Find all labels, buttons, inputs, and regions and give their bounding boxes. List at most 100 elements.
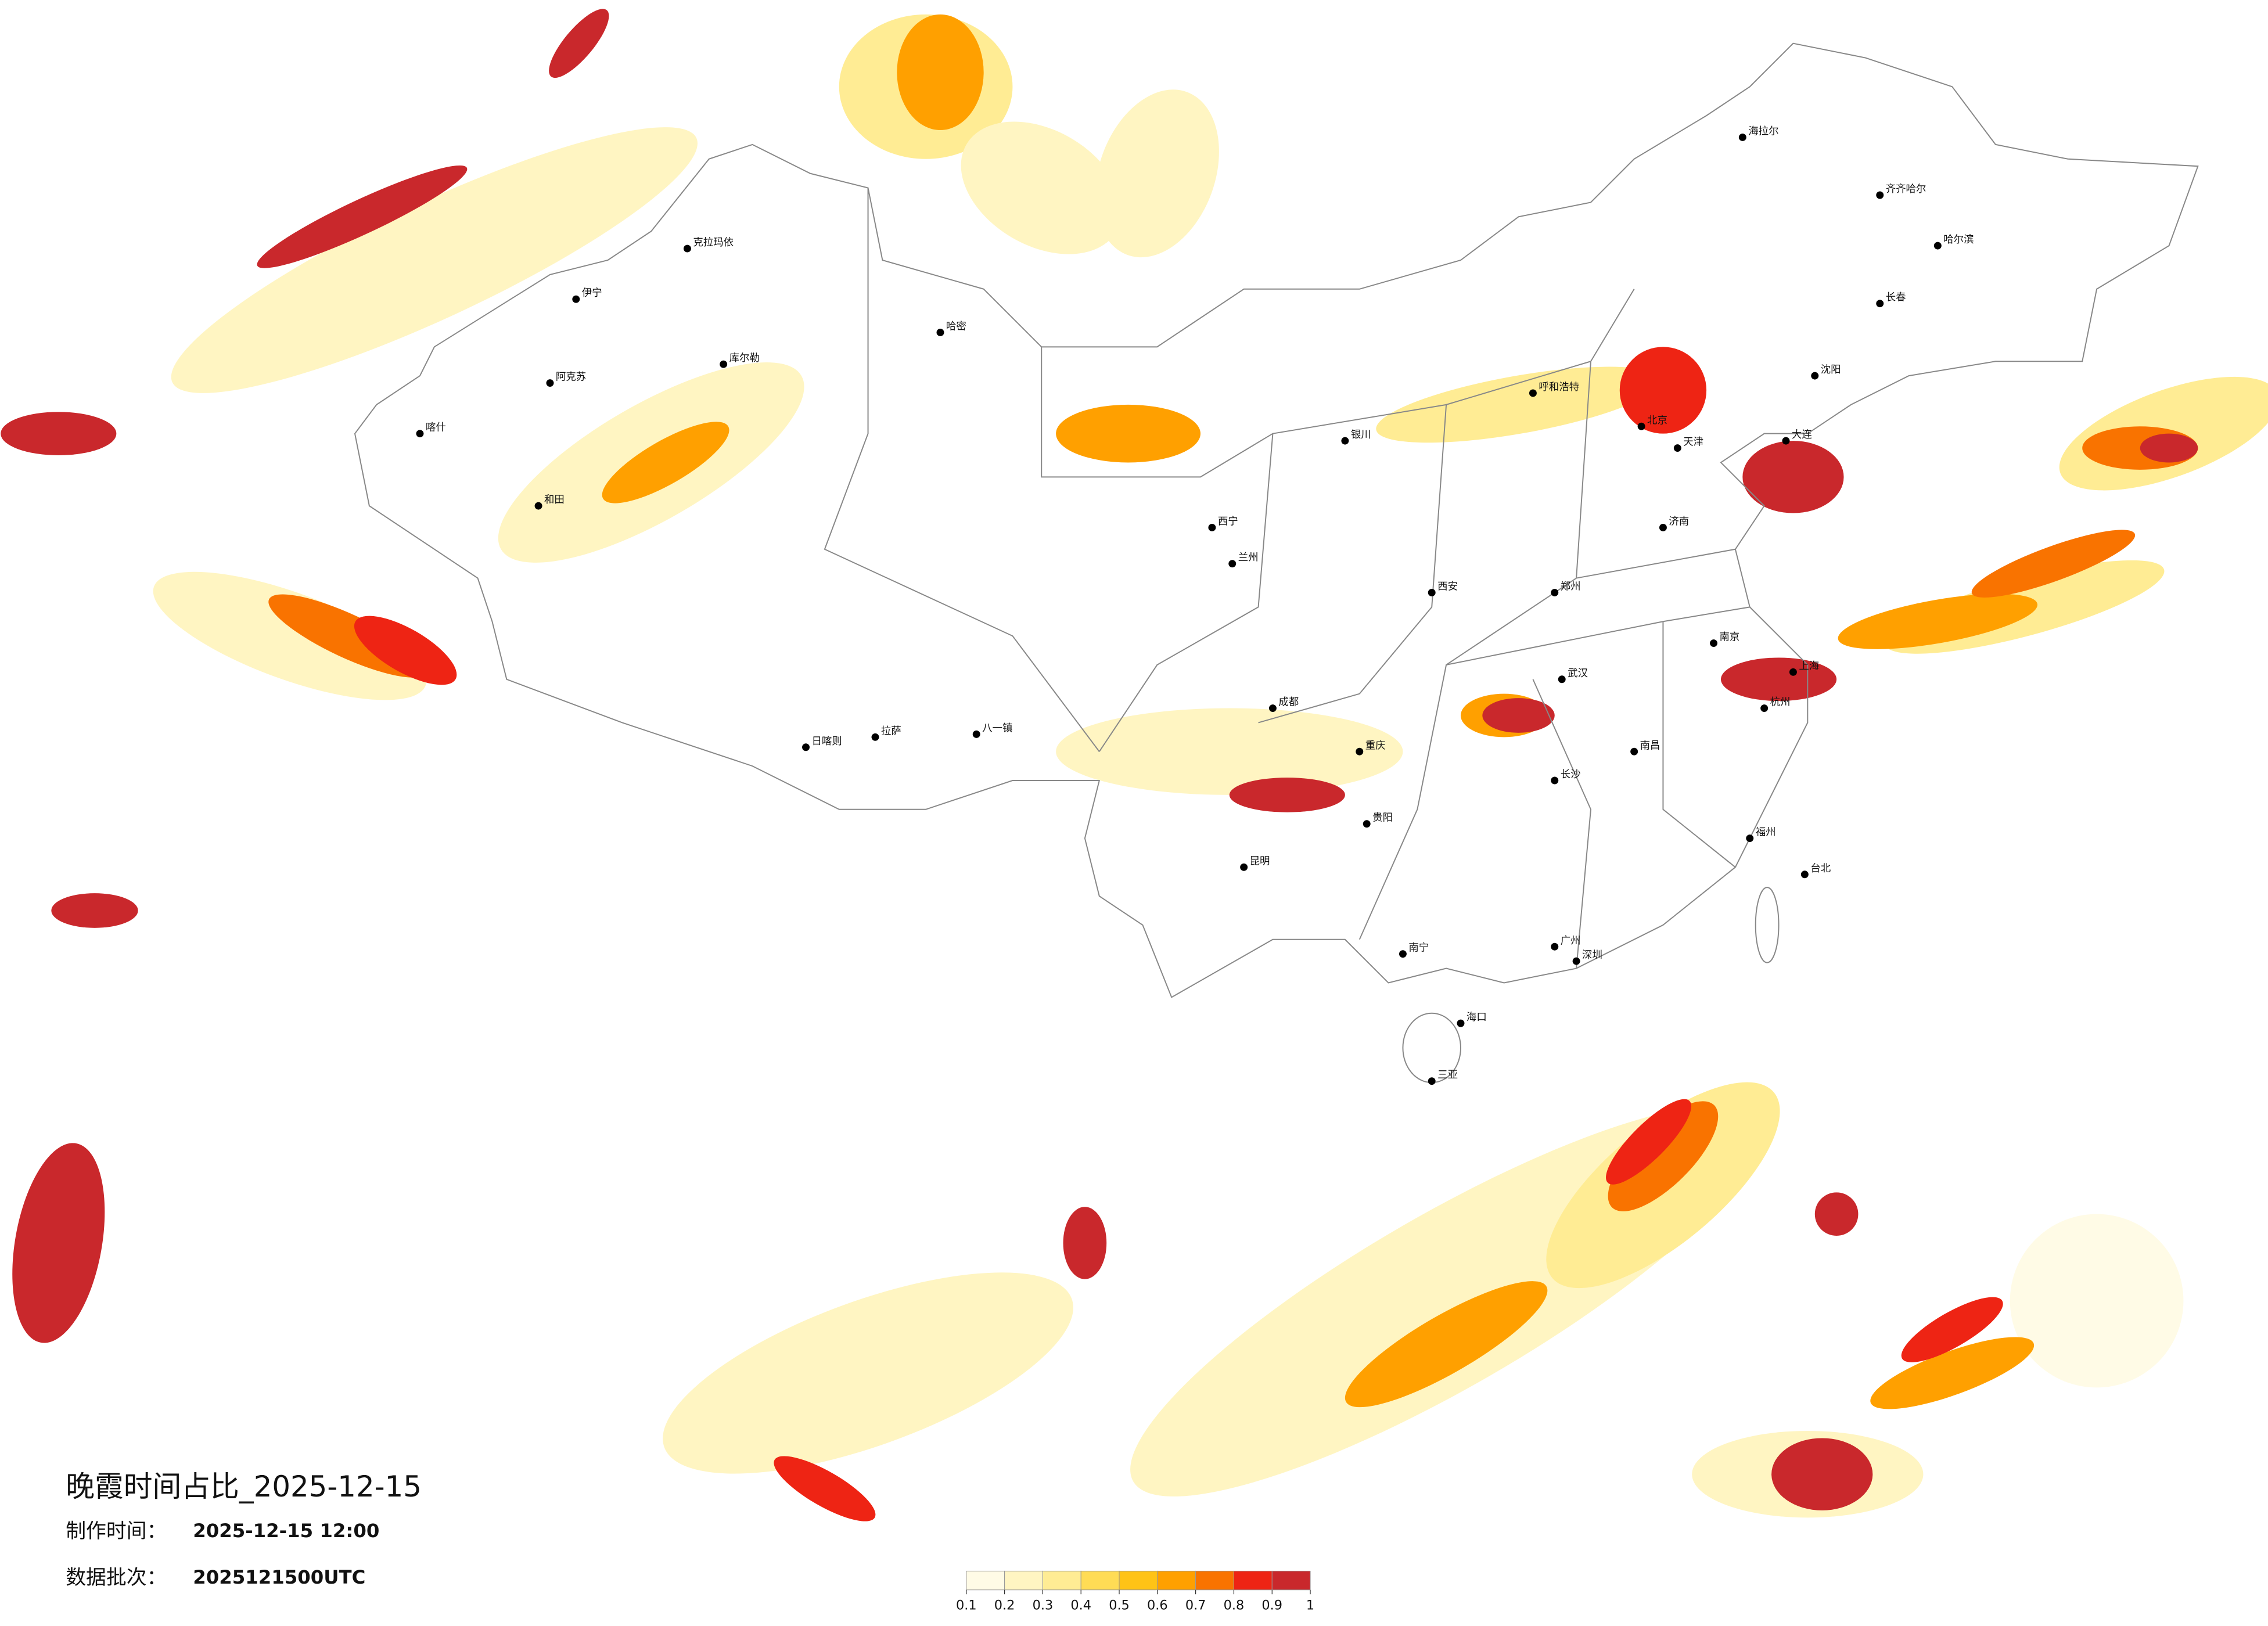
city-label: 日喀则: [811, 736, 842, 747]
city-label: 伊宁: [582, 287, 602, 299]
city-dot: [572, 295, 580, 303]
heat-region: [1345, 1281, 1548, 1408]
city-label: 天津: [1683, 437, 1703, 448]
heat-region: [2010, 1214, 2184, 1388]
heat-region: [549, 9, 609, 78]
city-label: 库尔勒: [729, 352, 760, 364]
city-label: 广州: [1561, 935, 1581, 947]
city-label: 昆明: [1250, 855, 1270, 867]
city-label: 八一镇: [982, 722, 1012, 734]
city-dot: [1630, 747, 1638, 756]
city-label: 哈尔滨: [1943, 234, 1974, 246]
legend-swatch: [1042, 1570, 1081, 1591]
heat-region: [1771, 1438, 1873, 1510]
city-label: 大连: [1792, 429, 1812, 441]
city-dot: [1428, 588, 1436, 596]
heat-region: [1229, 778, 1345, 812]
city-dot: [1240, 863, 1248, 871]
province-border: [824, 188, 1750, 969]
city-dot: [1876, 191, 1884, 199]
taiwan-border: [1755, 887, 1780, 963]
city-dot: [1551, 942, 1559, 951]
city-label: 南宁: [1408, 942, 1429, 954]
city-dot: [1457, 1019, 1465, 1027]
legend-swatch: [1195, 1570, 1234, 1591]
city-label: 银川: [1351, 429, 1371, 441]
meta-label: 数据批次：: [66, 1566, 167, 1589]
city-dot: [1558, 675, 1566, 684]
city-dot: [1208, 523, 1216, 531]
meta-value: 2025121500UTC: [193, 1566, 365, 1588]
city-dot: [720, 360, 728, 368]
heat-region: [1901, 1297, 2003, 1362]
city-dot: [1876, 300, 1884, 308]
heat-region: [171, 127, 698, 393]
city-label: 拉萨: [881, 725, 901, 737]
city-dot: [1933, 242, 1942, 250]
heat-region: [2140, 433, 2198, 463]
legend-swatch: [1157, 1570, 1196, 1591]
city-label: 三亚: [1437, 1070, 1458, 1081]
heat-region: [1742, 441, 1844, 513]
city-dot: [1710, 639, 1718, 647]
legend-swatch: [1080, 1570, 1120, 1591]
city-label: 兰州: [1238, 552, 1259, 564]
city-label: 重庆: [1365, 740, 1386, 751]
city-dot: [1789, 668, 1797, 676]
city-dot: [1811, 372, 1819, 380]
city-label: 南昌: [1640, 740, 1660, 751]
heat-region: [153, 571, 427, 700]
city-label: 济南: [1669, 516, 1689, 527]
city-dot: [936, 328, 944, 336]
city-label: 哈密: [946, 321, 966, 332]
heat-region: [1814, 1192, 1859, 1236]
heat-region: [1063, 1207, 1107, 1279]
legend-tick-label: 0.5: [1109, 1598, 1130, 1613]
heat-region: [1971, 530, 2136, 598]
city-dot: [1760, 704, 1769, 713]
city-dot: [546, 379, 554, 387]
legend-tick-label: 0.8: [1224, 1598, 1245, 1613]
city-label: 西安: [1437, 581, 1458, 592]
heat-region: [257, 165, 468, 268]
heat-region: [354, 616, 457, 685]
city-label: 福州: [1756, 827, 1776, 839]
legend-tick-label: 0.7: [1185, 1598, 1206, 1613]
city-dot: [683, 244, 691, 253]
city-dot: [1637, 422, 1645, 430]
heat-region: [1608, 1101, 1719, 1211]
legend-swatch: [1271, 1570, 1311, 1591]
city-label: 喀什: [426, 422, 446, 434]
heat-region: [663, 1272, 1073, 1474]
city-dot: [1529, 389, 1537, 397]
map-title: 晚霞时间占比_2025-12-15: [66, 1470, 422, 1503]
legend-tick-label: 0.9: [1261, 1598, 1282, 1613]
heat-region: [1056, 708, 1403, 795]
city-label: 郑州: [1561, 581, 1581, 592]
city-dot: [1228, 560, 1237, 568]
heat-region: [1056, 404, 1201, 463]
city-dot: [1673, 444, 1681, 452]
city-dot: [534, 502, 542, 510]
city-label: 杭州: [1770, 697, 1791, 708]
legend-swatch: [966, 1570, 1005, 1591]
heat-region: [1870, 1337, 2035, 1409]
country-border: [354, 42, 2199, 998]
legend-tick-label: 0.6: [1147, 1598, 1168, 1613]
city-label: 阿克苏: [556, 372, 586, 383]
legend-swatch: [1233, 1570, 1273, 1591]
heat-region: [1838, 593, 2038, 649]
legend-tick-label: 0.1: [956, 1598, 977, 1613]
city-dot: [416, 430, 424, 438]
heat-region: [774, 1456, 876, 1521]
city-label: 和田: [544, 494, 565, 506]
city-dot: [1800, 870, 1809, 879]
city-dot: [871, 733, 879, 741]
city-label: 齐齐哈尔: [1886, 184, 1926, 195]
legend-tick-label: 0.2: [994, 1598, 1015, 1613]
city-label: 北京: [1647, 415, 1667, 426]
city-label: 呼和浩特: [1539, 382, 1579, 393]
legend-swatch: [1119, 1570, 1158, 1591]
heat-region: [1, 412, 117, 455]
